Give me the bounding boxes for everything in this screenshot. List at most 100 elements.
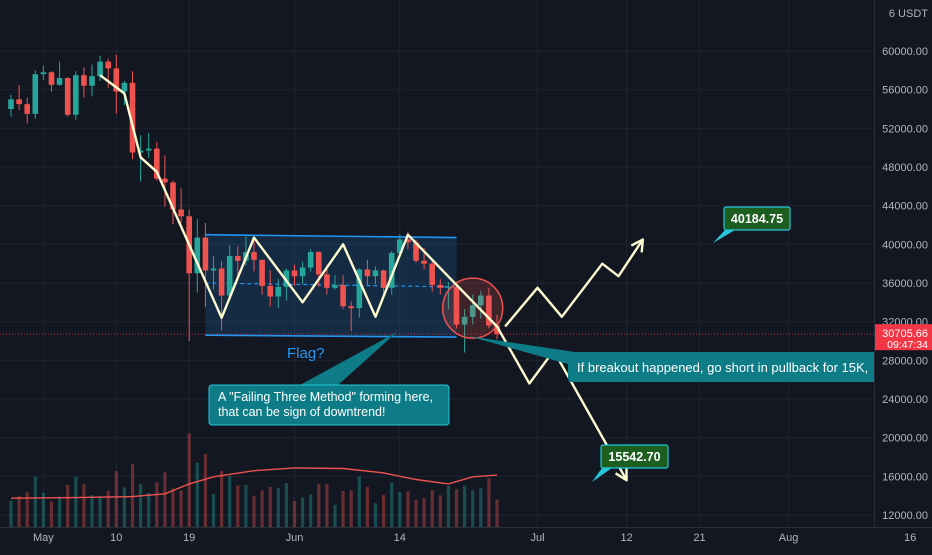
volume-bar <box>171 488 175 527</box>
candle-body <box>56 78 63 85</box>
time-tick-label: 12 <box>620 532 632 544</box>
candle-body <box>145 148 152 151</box>
time-tick-label: Jun <box>286 532 304 544</box>
volume-bar <box>309 494 313 527</box>
time-tick-label: 16 <box>904 532 916 544</box>
candle-body <box>429 263 435 285</box>
candle-body <box>162 178 168 183</box>
volume-bar <box>422 498 426 527</box>
volume-bar <box>114 470 118 527</box>
breakout-pointer <box>468 336 575 366</box>
candle-body <box>73 75 79 115</box>
target-high-label <box>723 206 791 231</box>
arrow-head-up <box>630 238 644 253</box>
three-method-callout <box>208 384 450 426</box>
candle-body <box>405 239 411 243</box>
candle-body <box>453 286 460 325</box>
volume-bar <box>82 484 86 527</box>
volume-bar <box>365 486 369 527</box>
time-tick-label: 10 <box>110 532 122 544</box>
price-tick-label: 24000.00 <box>882 394 928 406</box>
candle-body <box>380 270 387 288</box>
time-tick-label: 19 <box>183 532 195 544</box>
volume-bar <box>260 490 264 527</box>
candle-body <box>486 295 492 326</box>
candle-body <box>226 255 233 296</box>
volume-bar <box>58 496 62 527</box>
candle-body <box>388 253 395 288</box>
candle-body <box>461 316 468 325</box>
volume-bar <box>406 491 410 527</box>
volume-bar <box>268 486 272 527</box>
volume-bar <box>66 484 70 527</box>
time-tick-label: 21 <box>693 532 705 544</box>
candle-body <box>89 76 95 86</box>
price-tick-label: 40000.00 <box>882 239 928 251</box>
price-axis-background <box>874 0 932 550</box>
candle-body <box>437 284 444 288</box>
candle-body <box>210 268 217 271</box>
candle-body <box>397 239 403 254</box>
volume-bar <box>211 494 216 527</box>
time-tick-label: 14 <box>394 532 406 544</box>
zigzag-drawing <box>99 74 498 328</box>
volume-bar <box>430 490 434 527</box>
volume-bar <box>244 484 248 527</box>
time-tick-label: Jul <box>530 532 544 544</box>
candle-body <box>40 72 47 75</box>
candle-body <box>299 267 306 277</box>
candle-body <box>218 268 225 296</box>
volume-bar <box>341 491 345 527</box>
candle-body <box>129 82 136 153</box>
volume-bar <box>49 501 54 527</box>
volume-bar <box>122 487 126 527</box>
volume-bar <box>438 495 442 527</box>
volume-bar <box>398 492 402 527</box>
candle-body <box>332 284 338 288</box>
volume-bar <box>130 463 135 527</box>
flag-lower-line <box>205 334 457 338</box>
candle-body <box>356 269 363 309</box>
three-method-text: that can be sign of downtrend! <box>218 405 385 419</box>
target-high-text: 40184.75 <box>731 212 783 226</box>
candle-body <box>48 72 55 85</box>
volume-bar <box>471 490 475 527</box>
candle-body <box>81 75 87 86</box>
price-tick-label: 56000.00 <box>882 85 928 97</box>
time-tick-label: Aug <box>779 532 799 544</box>
price-tick-label: 48000.00 <box>882 162 928 174</box>
projection-down-path <box>495 325 628 481</box>
price-tick-label: 60000.00 <box>882 46 928 58</box>
volume-bar <box>106 490 110 527</box>
arrow-head-down <box>614 467 628 482</box>
flag-label: Flag? <box>287 345 325 362</box>
candle-body <box>469 305 476 317</box>
price-tick-label: 36000.00 <box>882 278 928 290</box>
candle-body <box>16 99 22 105</box>
candle-body <box>170 182 176 210</box>
volume-bar <box>155 482 159 527</box>
volume-bar <box>98 495 102 527</box>
volume-ma-line <box>10 467 498 499</box>
candle-body <box>478 295 484 306</box>
candle-body <box>64 78 71 115</box>
volume-bar <box>487 478 491 527</box>
target-low-pointer <box>592 468 612 482</box>
volume-bar <box>292 501 297 527</box>
pair-label: 6 USDT <box>889 8 928 20</box>
volume-bar <box>252 495 256 527</box>
candle-body <box>348 306 354 309</box>
volume-bar <box>276 487 280 527</box>
candle-body <box>194 237 201 274</box>
volume-bar <box>317 483 321 527</box>
candle-body <box>178 209 184 217</box>
volume-bar <box>203 453 207 527</box>
candle-body <box>113 68 120 92</box>
volume-bar <box>284 483 288 527</box>
candle-body <box>372 270 379 277</box>
candle-body <box>32 74 39 114</box>
volume-bar <box>373 503 378 527</box>
